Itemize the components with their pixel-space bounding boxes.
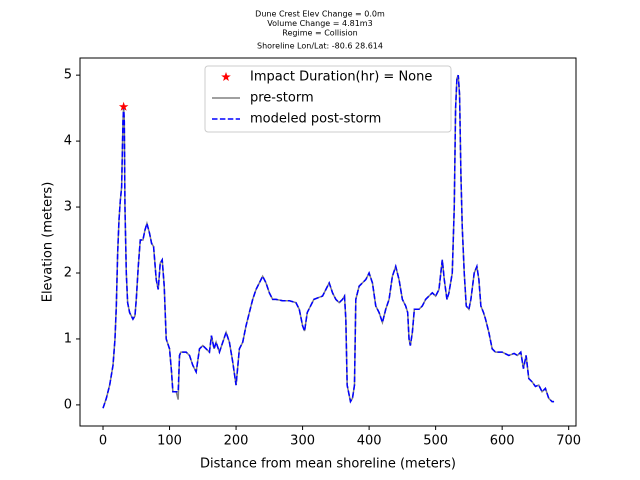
y-tick-label: 1 xyxy=(64,331,72,346)
x-tick-label: 700 xyxy=(556,434,581,449)
x-tick-label: 0 xyxy=(99,434,107,449)
plot-frame xyxy=(79,57,577,427)
x-tick-label: 100 xyxy=(157,434,182,449)
legend-label: modeled post-storm xyxy=(250,112,381,127)
chart-title: Volume Change = 4.81m3 xyxy=(267,19,372,28)
chart-title: Shoreline Lon/Lat: -80.6 28.614 xyxy=(257,42,383,51)
y-tick-label: 5 xyxy=(64,68,72,83)
y-tick-label: 3 xyxy=(64,200,72,215)
legend-marker xyxy=(221,72,231,81)
y-axis-label: Elevation (meters) xyxy=(41,182,56,303)
legend-label: Impact Duration(hr) = None xyxy=(250,70,432,85)
x-tick-label: 200 xyxy=(224,434,249,449)
legend-label: pre-storm xyxy=(250,91,314,106)
chart-title: Regime = Collision xyxy=(282,29,357,38)
impact-marker xyxy=(118,101,129,111)
x-axis-label: Distance from mean shoreline (meters) xyxy=(200,457,456,472)
y-tick-label: 2 xyxy=(64,265,72,280)
y-tick-label: 4 xyxy=(64,134,72,149)
x-tick-label: 300 xyxy=(290,434,315,449)
x-tick-label: 400 xyxy=(357,434,382,449)
x-tick-label: 500 xyxy=(423,434,448,449)
chart-title: Dune Crest Elev Change = 0.0m xyxy=(255,10,385,19)
legend-box xyxy=(204,65,452,133)
x-tick-label: 600 xyxy=(490,434,515,449)
y-tick-label: 0 xyxy=(64,397,72,412)
profile-line xyxy=(102,74,555,409)
